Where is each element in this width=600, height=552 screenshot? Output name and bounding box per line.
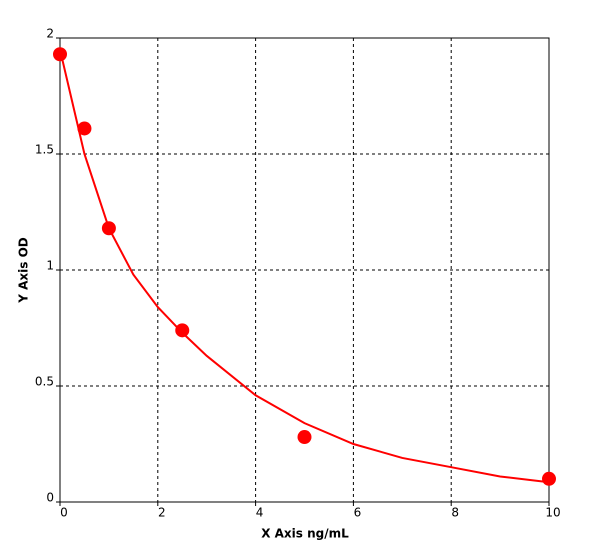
x-axis-title: X Axis ng/mL	[261, 527, 349, 541]
y-tick-label: 0.5	[35, 375, 54, 389]
y-tick-label: 1.5	[35, 143, 54, 157]
data-point	[542, 471, 556, 486]
data-point	[175, 323, 190, 338]
x-tick-label: 2	[158, 506, 166, 520]
y-tick-label: 2	[46, 27, 54, 41]
data-point	[53, 47, 67, 62]
x-tick-label: 4	[256, 506, 264, 520]
x-tick-label: 0	[60, 506, 68, 520]
y-tick-label: 1	[46, 259, 54, 273]
x-tick-label: 10	[545, 506, 560, 520]
x-tick-label: 8	[451, 506, 459, 520]
y-tick-label: 0	[46, 491, 54, 505]
plot-border	[59, 37, 550, 503]
data-point	[101, 221, 116, 236]
fit-curve	[59, 49, 550, 484]
plot-frame	[59, 37, 550, 503]
data-point	[297, 430, 312, 445]
x-tick-label: 6	[354, 506, 362, 520]
data-point	[77, 121, 92, 136]
y-axis-title: Y Axis OD	[17, 237, 31, 304]
